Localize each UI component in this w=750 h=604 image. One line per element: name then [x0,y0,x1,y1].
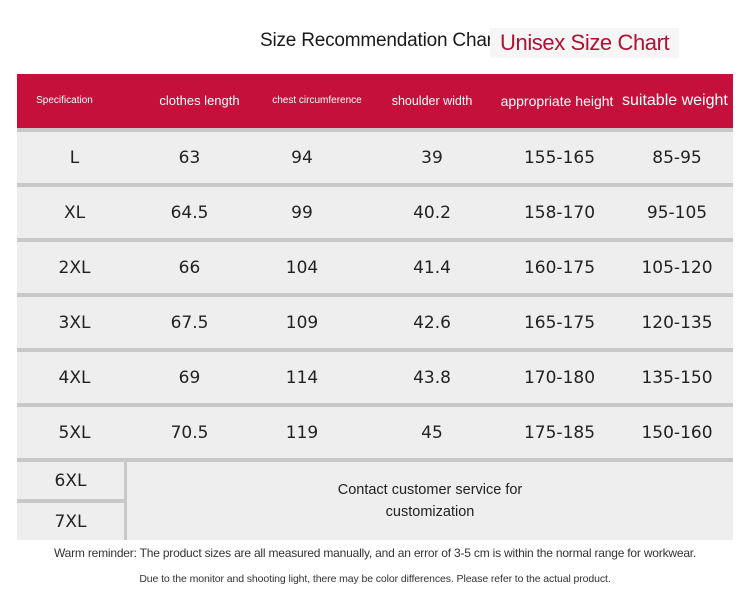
cell-shoulder: 41.4 [413,257,451,278]
cell-size: 4XL [58,367,91,388]
chart-title: Size Recommendation Chart [260,30,498,51]
custom-message-text: Contact customer service for customizati… [337,481,523,520]
cell-height: 165-175 [523,312,596,333]
table-row: 2XL 66 104 41.4 160-175 105-120 [17,238,733,293]
cell-length: 64.5 [170,202,209,223]
color-difference-note: Due to the monitor and shooting light, t… [139,573,611,585]
cell-size: 3XL [58,312,91,333]
custom-message: Contact customer service for customizati… [127,462,733,540]
cell-chest: 104 [285,257,319,278]
cell-height: 175-185 [523,422,596,443]
column-divider [124,462,127,540]
cell-height: 160-175 [523,257,596,278]
cell-size: 2XL [58,257,91,278]
header-chest-circumference: chest circumference [272,95,362,107]
table-row: 5XL 70.5 119 45 175-185 150-160 [17,403,733,458]
cell-length: 66 [178,257,201,278]
cell-weight: 135-150 [641,367,713,388]
cell-size: XL [63,202,86,223]
header-specification: Specification [36,95,93,107]
table-row: 3XL 67.5 109 42.6 165-175 120-135 [17,293,733,348]
custom-size-block: 6XL 7XL Contact customer service for cus… [17,458,733,540]
cell-shoulder: 40.2 [413,202,451,223]
size-table: Specification clothes length chest circu… [17,74,733,540]
header-suitable-weight: suitable weight [622,92,728,110]
cell-size: L [69,147,80,168]
cell-chest: 119 [285,422,319,443]
cell-height: 170-180 [523,367,596,388]
cell-weight: 150-160 [641,422,713,443]
cell-weight: 105-120 [641,257,713,278]
table-row: 4XL 69 114 43.8 170-180 135-150 [17,348,733,403]
chart-subtitle: Unisex Size Chart [490,28,680,58]
header-clothes-length: clothes length [159,93,240,109]
header-shoulder-width: shoulder width [391,93,473,108]
cell-size: 5XL [58,422,91,443]
cell-length: 67.5 [170,312,209,333]
cell-chest: 109 [285,312,319,333]
cell-chest: 99 [291,202,313,223]
cell-shoulder: 45 [421,422,443,443]
custom-size-column: 6XL 7XL [17,462,124,540]
cell-weight: 95-105 [646,202,708,223]
cell-shoulder: 42.6 [413,312,451,333]
table-row: XL 64.5 99 40.2 158-170 95-105 [17,183,733,238]
cell-height: 155-165 [523,147,596,168]
cell-length: 63 [178,147,201,168]
row-divider [17,499,124,503]
warm-reminder-note: Warm reminder: The product sizes are all… [53,546,697,560]
cell-size-7xl: 7XL [54,511,87,532]
cell-weight: 120-135 [641,312,713,333]
cell-length: 69 [178,367,201,388]
cell-chest: 114 [285,367,319,388]
cell-weight: 85-95 [652,147,702,168]
cell-height: 158-170 [523,202,596,223]
table-header: Specification clothes length chest circu… [17,74,733,128]
cell-size-6xl: 6XL [54,470,87,491]
cell-shoulder: 39 [421,147,443,168]
table-row: L 63 94 39 155-165 85-95 [17,128,733,183]
cell-shoulder: 43.8 [413,367,451,388]
cell-length: 70.5 [170,422,209,443]
cell-chest: 94 [291,147,313,168]
header-appropriate-height: appropriate height [500,92,614,109]
